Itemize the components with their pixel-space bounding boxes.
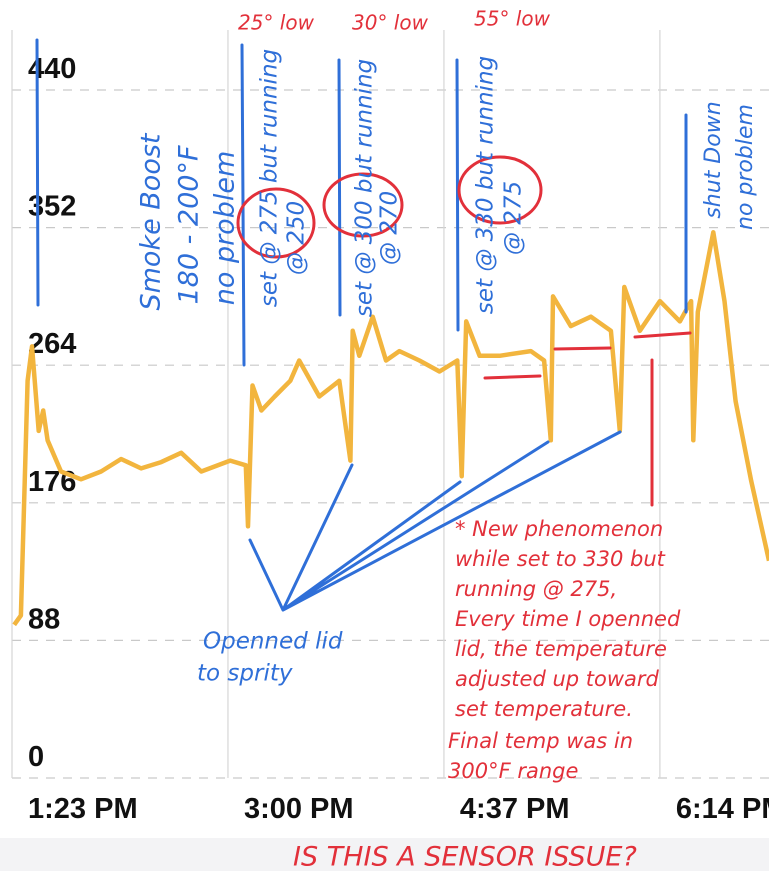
pointer-lines — [248, 430, 622, 612]
blue-lines — [35, 38, 688, 612]
plot — [12, 230, 769, 627]
annotation: shut Down — [701, 101, 726, 218]
red-lines — [236, 155, 692, 507]
hand-marks — [35, 38, 692, 612]
x-tick-label: 3:00 PM — [244, 793, 354, 825]
y-tick-label: 352 — [28, 191, 76, 223]
marker-line — [35, 38, 40, 307]
annotation: set @ 275 but running — [257, 49, 283, 307]
annotation: no problem — [733, 104, 758, 230]
data-line — [12, 230, 769, 627]
annotation: 180 - 200°F — [174, 145, 205, 304]
x-tick-label: 1:23 PM — [28, 793, 138, 825]
annotation: 55° low — [474, 7, 551, 31]
annotation: 300°F range — [448, 759, 578, 783]
circle — [236, 187, 316, 259]
annotation: while set to 330 but — [455, 547, 666, 571]
annotation: * New phenomenon — [455, 517, 663, 541]
annotation: Openned lid — [203, 629, 343, 655]
annotation: Every time I openned — [455, 607, 681, 631]
circle — [322, 172, 404, 238]
underline — [483, 331, 692, 507]
annotation: set @ 300 but running — [352, 59, 378, 317]
y-tick-label: 0 — [28, 741, 44, 773]
bottom-strip — [0, 838, 769, 871]
annotation: lid, the temperature — [455, 637, 667, 661]
annotation: 25° low — [238, 11, 315, 35]
y-tick-label: 88 — [28, 603, 60, 635]
annotation: Final temp was in — [448, 729, 633, 753]
annotation: @ 275 — [501, 181, 527, 255]
y-tick-label: 440 — [28, 53, 76, 85]
circle — [457, 155, 543, 225]
annotation: 30° low — [352, 11, 429, 35]
annotation: set @ 330 but running — [473, 56, 499, 314]
y-tick-label: 176 — [28, 466, 76, 498]
annotation: Smoke Boost — [136, 132, 167, 310]
marker-line — [337, 58, 342, 317]
y-tick-label: 264 — [28, 328, 76, 360]
x-tick-label: 6:14 PM — [676, 793, 769, 825]
annotation: running @ 275, — [455, 577, 617, 601]
annotations: 25° low 30° low 55° low Smoke Boost 180 - 20… — [136, 7, 759, 871]
annotation: to sprity — [197, 661, 293, 687]
marker-line — [455, 58, 460, 332]
annotation: @ 250 — [284, 201, 310, 275]
annotation: adjusted up toward — [455, 667, 660, 691]
annotation: @ 270 — [377, 191, 403, 265]
annotation: IS THIS A SENSOR ISSUE? — [293, 842, 637, 871]
x-tick-label: 4:37 PM — [460, 793, 570, 825]
annotation: no problem — [210, 151, 241, 306]
annotation: set temperature. — [455, 697, 633, 721]
